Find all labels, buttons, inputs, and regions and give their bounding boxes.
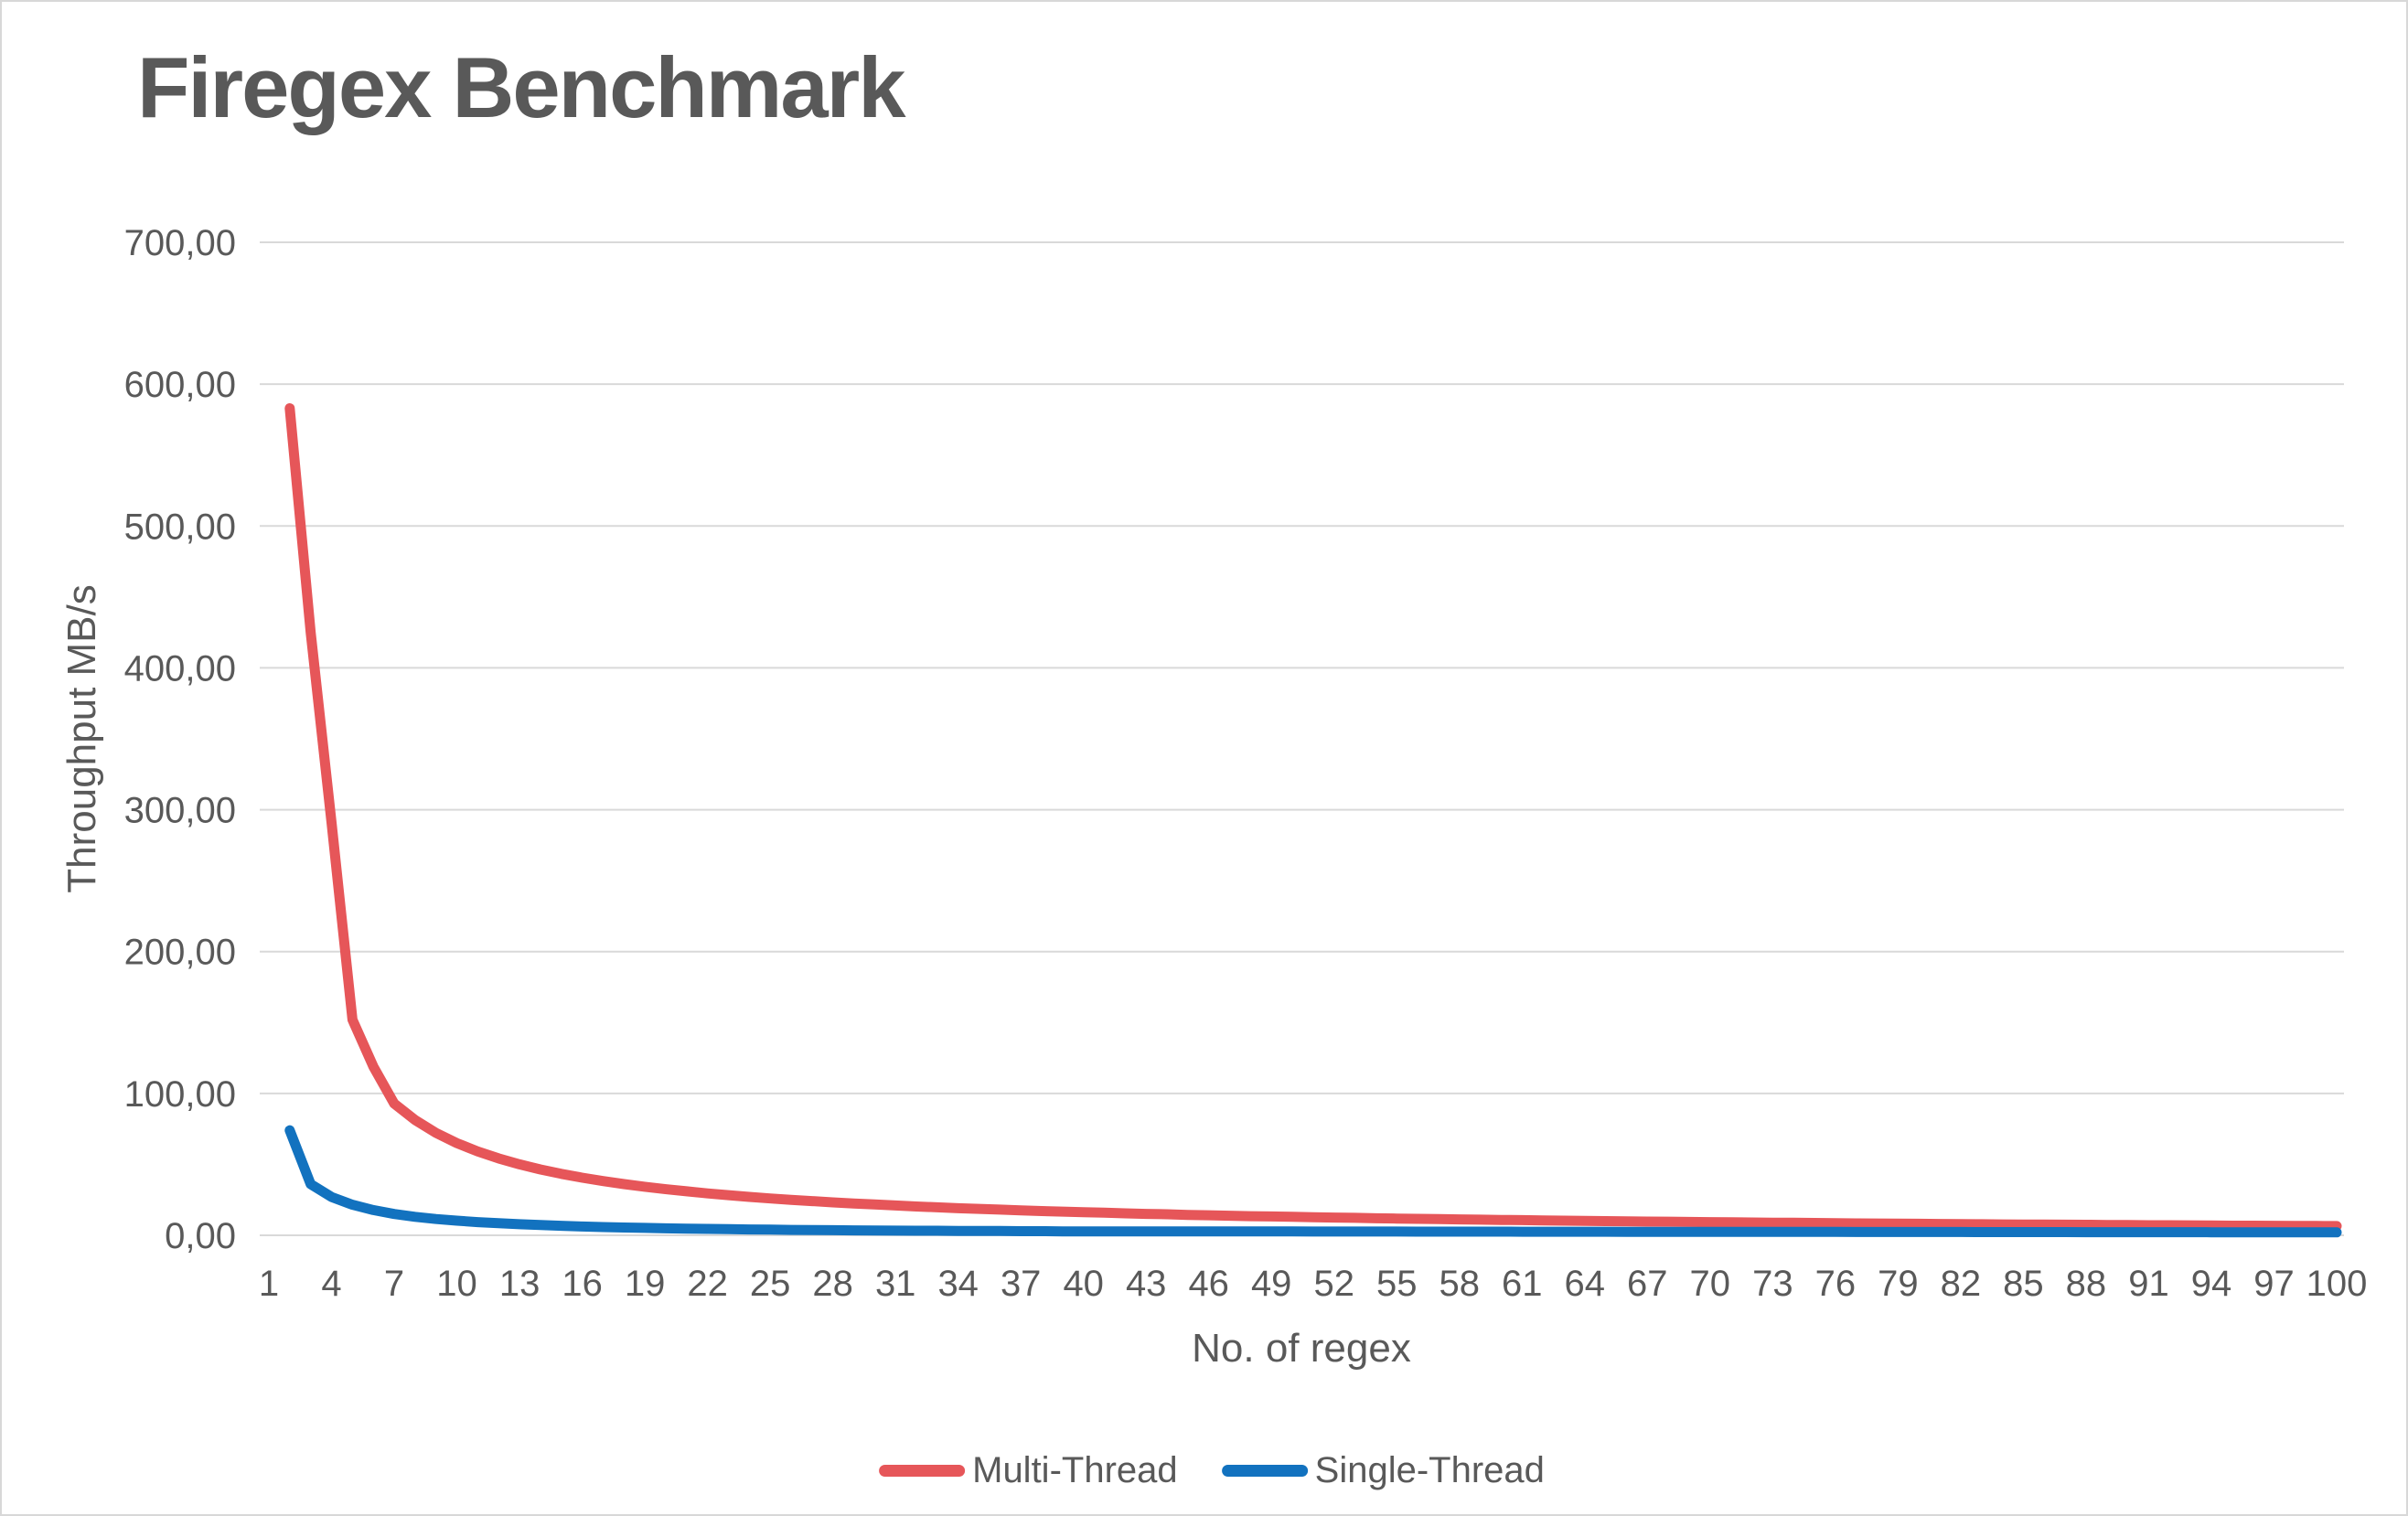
x-tick-label: 67 — [1627, 1264, 1668, 1304]
x-tick-label: 4 — [321, 1264, 341, 1304]
x-tick-label: 1 — [259, 1264, 279, 1304]
x-tick-label: 40 — [1063, 1264, 1104, 1304]
x-tick-label: 25 — [750, 1264, 791, 1304]
x-tick-label: 85 — [2003, 1264, 2044, 1304]
legend-item-single-thread: Single-Thread — [1221, 1450, 1545, 1491]
x-tick-label: 13 — [499, 1264, 540, 1304]
y-tick-label: 400,00 — [124, 648, 236, 689]
y-tick-label: 300,00 — [124, 791, 236, 831]
x-tick-label: 61 — [1502, 1264, 1543, 1304]
x-tick-label: 19 — [625, 1264, 666, 1304]
x-tick-label: 46 — [1188, 1264, 1229, 1304]
x-tick-label: 52 — [1314, 1264, 1355, 1304]
series-line-single-thread — [284, 1125, 2342, 1238]
series-line-multi-thread — [284, 403, 2342, 1232]
x-tick-label: 97 — [2253, 1264, 2295, 1304]
y-axis-title: Throughput MB/s — [59, 584, 104, 893]
x-tick-label: 73 — [1752, 1264, 1793, 1304]
legend-item-multi-thread: Multi-Thread — [879, 1450, 1178, 1491]
x-tick-label: 28 — [812, 1264, 853, 1304]
x-tick-label: 82 — [1941, 1264, 1982, 1304]
x-tick-label: 7 — [384, 1264, 404, 1304]
x-tick-label: 70 — [1690, 1264, 1731, 1304]
x-tick-label: 94 — [2191, 1264, 2232, 1304]
x-tick-label: 10 — [436, 1264, 477, 1304]
legend: Multi-Thread Single-Thread — [879, 1450, 1545, 1491]
x-tick-label: 58 — [1439, 1264, 1481, 1304]
x-tick-label: 16 — [562, 1264, 603, 1304]
x-tick-label: 37 — [1001, 1264, 1042, 1304]
x-tick-label: 43 — [1126, 1264, 1167, 1304]
x-axis-title: No. of regex — [1192, 1326, 1411, 1371]
chart-title: Firegex Benchmark — [137, 39, 905, 135]
y-tick-label: 500,00 — [124, 507, 236, 547]
x-tick-label: 88 — [2066, 1264, 2107, 1304]
x-tick-label: 64 — [1565, 1264, 1606, 1304]
x-tick-label: 79 — [1878, 1264, 1919, 1304]
single-thread-line-swatch-icon — [1221, 1465, 1308, 1477]
x-tick-label: 31 — [875, 1264, 916, 1304]
legend-label-single-thread: Single-Thread — [1314, 1450, 1545, 1490]
x-tick-label: 55 — [1376, 1264, 1418, 1304]
x-tick-label: 100 — [2306, 1264, 2368, 1304]
x-tick-label: 91 — [2128, 1264, 2169, 1304]
x-tick-label: 49 — [1251, 1264, 1292, 1304]
x-tick-label: 22 — [687, 1264, 728, 1304]
y-tick-label: 700,00 — [124, 223, 236, 263]
legend-label-multi-thread: Multi-Thread — [972, 1450, 1178, 1490]
y-tick-label: 0,00 — [165, 1216, 236, 1256]
y-tick-label: 600,00 — [124, 365, 236, 405]
y-tick-label: 200,00 — [124, 933, 236, 973]
x-tick-label: 76 — [1815, 1264, 1857, 1304]
multi-thread-line-swatch-icon — [879, 1465, 966, 1477]
y-tick-label: 100,00 — [124, 1074, 236, 1115]
x-tick-label: 34 — [937, 1264, 979, 1304]
